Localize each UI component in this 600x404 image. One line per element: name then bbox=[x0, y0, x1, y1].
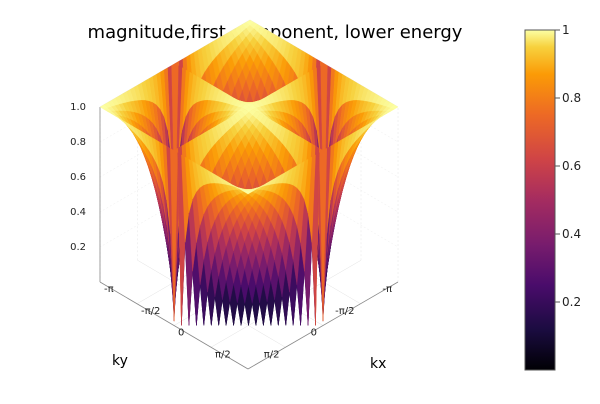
x-tick-label: π/2 bbox=[215, 349, 231, 360]
kx-axis-line bbox=[247, 281, 399, 370]
colorbar: 0.2 0.4 0.6 0.8 1 bbox=[524, 23, 581, 371]
colorbar-tick-label: 0.6 bbox=[562, 159, 581, 173]
surface-patch bbox=[243, 190, 253, 195]
ky-axis-line bbox=[99, 281, 249, 370]
z-tick-label: 0.4 bbox=[70, 207, 86, 218]
y-tick-label: -π bbox=[382, 284, 392, 295]
colorbar-gradient bbox=[524, 29, 556, 371]
x-tick-label: 0 bbox=[178, 328, 184, 339]
z-tick-label: 0.2 bbox=[70, 242, 86, 253]
colorbar-tick-label: 0.8 bbox=[562, 91, 581, 105]
x-tick-label: -π bbox=[104, 284, 114, 295]
x-tick-label: -π/2 bbox=[141, 306, 160, 317]
colorbar-tick-label: 1 bbox=[562, 23, 570, 37]
y-axis-label: ky bbox=[112, 353, 128, 369]
colorbar-tick-label: 0.2 bbox=[562, 295, 581, 309]
y-tick-label: π/2 bbox=[264, 349, 280, 360]
z-tick-label: 1.0 bbox=[70, 102, 86, 113]
y-tick-label: 0 bbox=[311, 328, 317, 339]
axis-ticks: -π -π/2 0 π/2 -π -π/2 0 π/2 0.2 0.4 0.6 0.8 1.0 bbox=[70, 102, 392, 360]
surface bbox=[99, 19, 399, 326]
y-tick-label: -π/2 bbox=[335, 306, 354, 317]
colorbar-tick-label: 0.4 bbox=[562, 227, 581, 241]
z-tick-label: 0.6 bbox=[70, 172, 86, 183]
x-axis-label: kx bbox=[370, 356, 386, 372]
chart-title: magnitude,first component, lower energy bbox=[88, 22, 463, 43]
z-tick-label: 0.8 bbox=[70, 137, 86, 148]
